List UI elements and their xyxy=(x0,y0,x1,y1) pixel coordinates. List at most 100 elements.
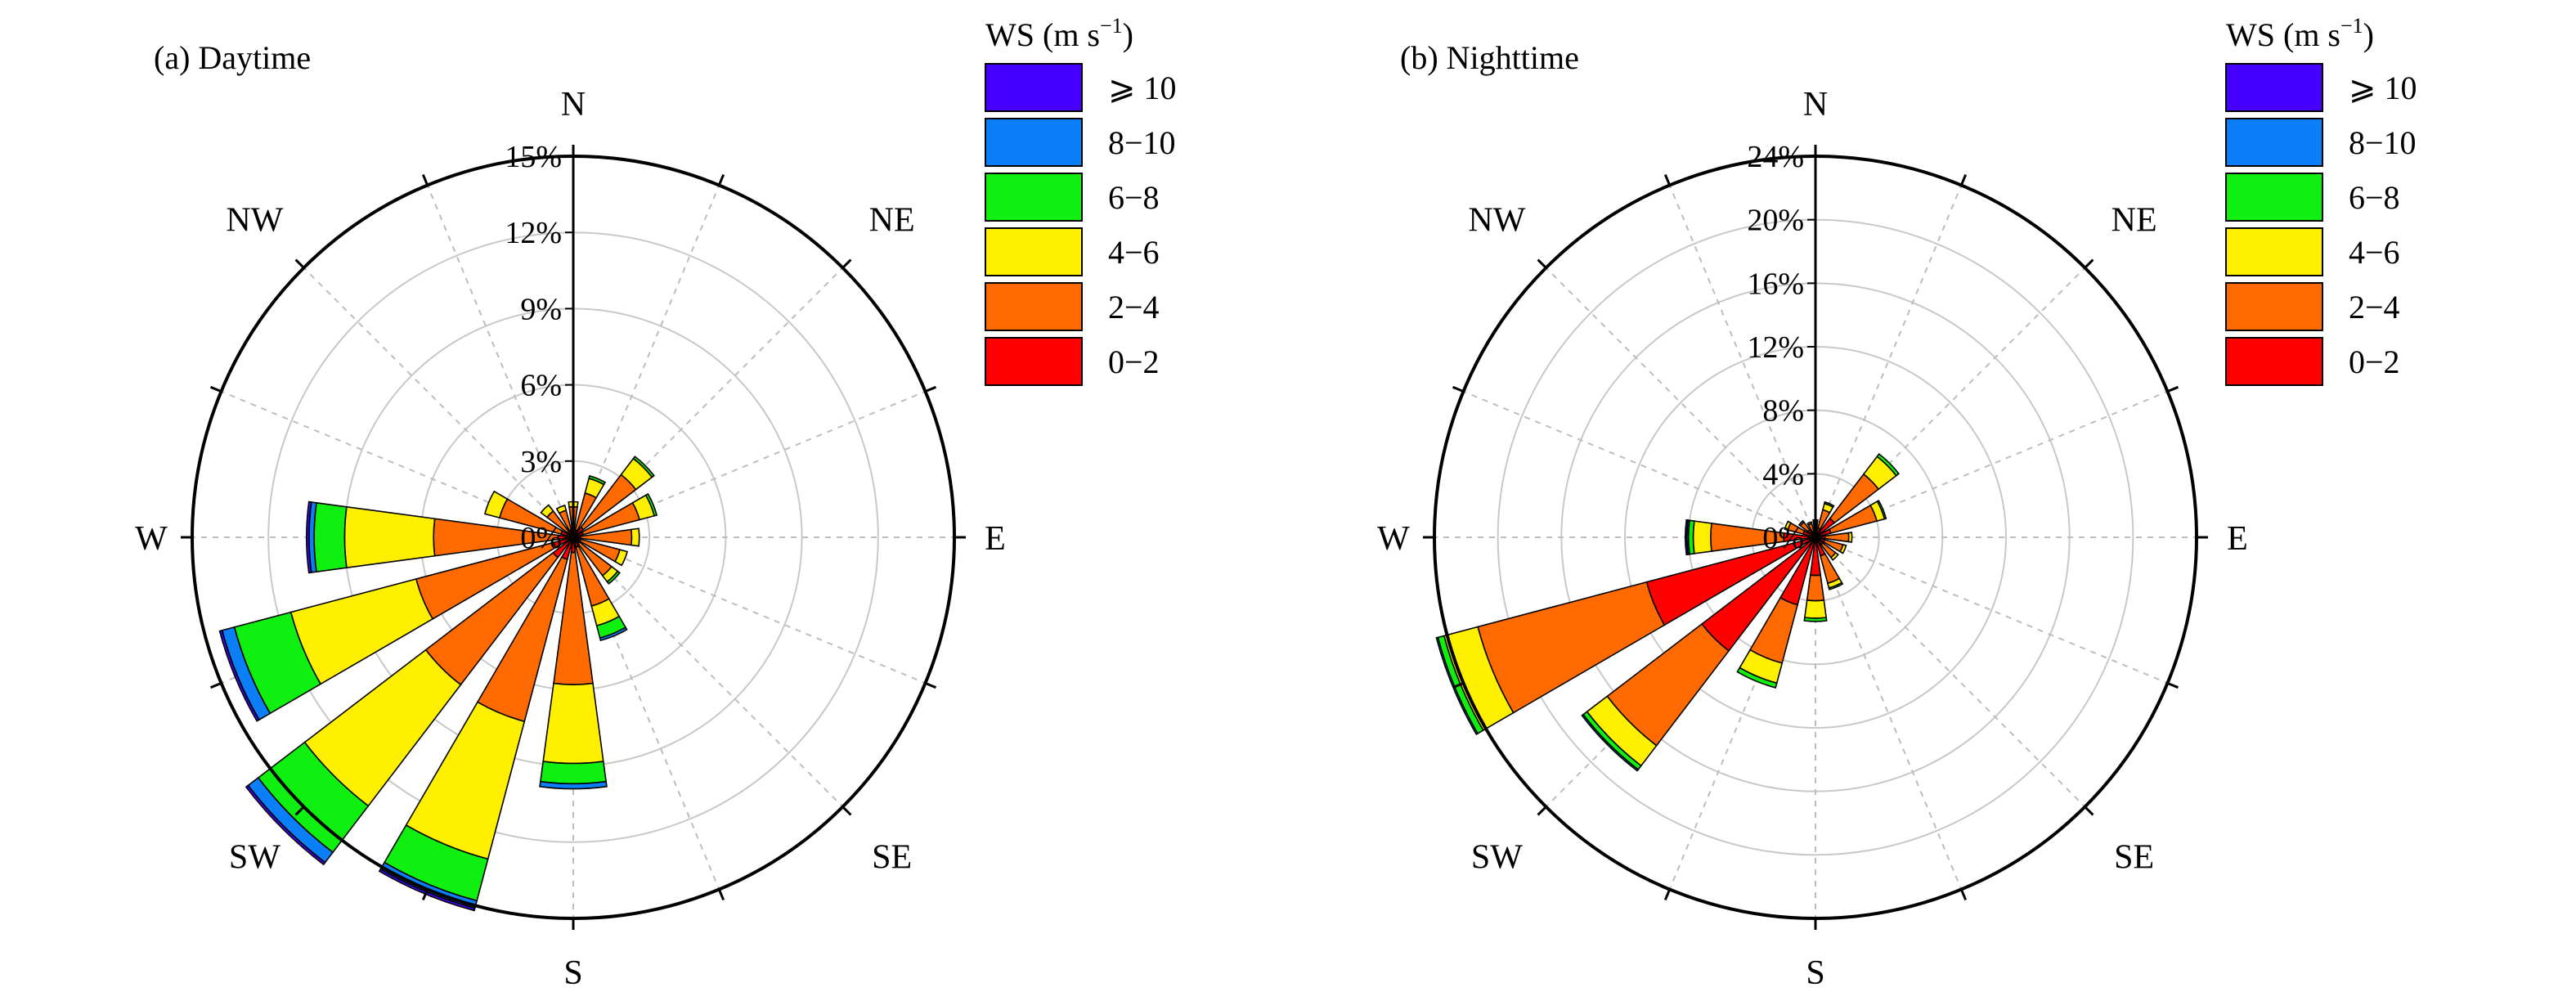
legend-title-superscript: −1 xyxy=(1100,14,1123,38)
bar-W-2 xyxy=(343,505,436,569)
legend-swatch xyxy=(985,118,1083,167)
bar-WSW-5 xyxy=(218,629,260,722)
radial-tick-label: 12% xyxy=(505,216,562,250)
bar-S-4 xyxy=(539,780,608,790)
legend-swatch xyxy=(985,173,1083,222)
legend-title-close: ) xyxy=(1123,16,1133,53)
compass-label-N: N xyxy=(561,86,586,123)
daytime-legend: WS (m s−1) ⩾ 10 8−10 6−8 4−6 2−4 0−2 xyxy=(985,14,1177,386)
bar-NE-3 xyxy=(632,456,655,478)
outer-tick xyxy=(421,888,429,901)
bar-ENE-3 xyxy=(644,492,658,517)
outer-tick xyxy=(1663,888,1672,901)
legend-label: 6−8 xyxy=(2349,179,2400,216)
grid-spoke xyxy=(1815,185,1963,538)
bar-S-1 xyxy=(1806,574,1825,602)
legend-label: 4−6 xyxy=(2349,234,2400,271)
compass-label-NW: NW xyxy=(1468,201,1525,239)
outer-tick xyxy=(421,173,429,186)
bar-S-2 xyxy=(1803,599,1828,619)
radial-tick-label: 20% xyxy=(1747,204,1804,238)
legend-title-text: WS (m s xyxy=(985,16,1100,53)
bar-W-3 xyxy=(313,501,348,573)
radial-tick-label: 9% xyxy=(520,292,562,326)
legend-title: WS (m s−1) xyxy=(2226,14,2374,53)
legend-label: 8−10 xyxy=(2349,124,2417,161)
bar-E-2 xyxy=(1847,532,1853,543)
legend-swatch xyxy=(2225,227,2323,276)
compass-label-S: S xyxy=(563,954,582,992)
radial-tick-label: 12% xyxy=(1747,330,1804,365)
legend-title-close: ) xyxy=(2363,16,2374,53)
legend-label: ⩾ 10 xyxy=(1108,70,1177,106)
compass-label-SE: SE xyxy=(872,839,912,877)
compass-label-W: W xyxy=(1377,520,1410,558)
legend-swatch xyxy=(2225,173,2323,222)
compass-label-SW: SW xyxy=(1471,839,1523,877)
panel-title: (a) Daytime xyxy=(154,39,311,76)
compass-label-NE: NE xyxy=(2112,201,2157,239)
bar-WNW-2 xyxy=(483,490,509,519)
radial-tick-label: 8% xyxy=(1762,394,1804,429)
legend-label: 0−2 xyxy=(2349,343,2400,380)
bar-SSW-5 xyxy=(378,868,476,912)
compass-label-SE: SE xyxy=(2114,839,2154,877)
bar-SSE-3 xyxy=(1828,581,1844,590)
bar-W-5 xyxy=(1685,518,1690,556)
outer-tick xyxy=(924,385,937,393)
bar-ESE-2 xyxy=(613,549,629,567)
legend-swatch xyxy=(985,63,1083,112)
legend-label: 2−4 xyxy=(1108,289,1160,325)
bar-NW-2 xyxy=(540,504,554,518)
legend-label: 2−4 xyxy=(2349,289,2400,325)
bar-ENE-3 xyxy=(1876,500,1887,520)
bar-W-2 xyxy=(1692,520,1712,554)
outer-tick xyxy=(1537,806,1547,816)
bar-NW-2 xyxy=(1797,519,1805,527)
outer-tick xyxy=(2166,681,2179,689)
compass-label-N: N xyxy=(1803,86,1828,123)
legend-swatch xyxy=(985,227,1083,276)
bar-SE-2 xyxy=(1829,551,1839,561)
legend-swatch xyxy=(2225,282,2323,331)
bar-S-3 xyxy=(539,761,608,785)
compass-label-SW: SW xyxy=(229,839,280,877)
legend-swatch xyxy=(2225,118,2323,167)
outer-tick xyxy=(209,681,222,689)
compass-label-E: E xyxy=(985,520,1006,558)
nighttime-windrose: (b) Nighttime0%4%8%12%16%20%24%NNEESESSW… xyxy=(1377,39,2248,992)
radial-tick-label: 0% xyxy=(520,521,562,555)
bar-NNE-3 xyxy=(588,474,607,486)
nighttime-legend: WS (m s−1) ⩾ 10 8−10 6−8 4−6 2−4 0−2 xyxy=(2225,14,2417,386)
compass-label-E: E xyxy=(2227,520,2248,558)
legend-swatch xyxy=(2225,337,2323,386)
radial-tick-label: 6% xyxy=(520,369,562,403)
outer-tick xyxy=(1537,258,1547,269)
outer-tick xyxy=(1663,173,1672,186)
outer-tick xyxy=(1452,681,1465,689)
outer-tick xyxy=(841,806,852,816)
legend-swatch xyxy=(985,282,1083,331)
panel-title: (b) Nighttime xyxy=(1400,39,1579,76)
bar-NE-3 xyxy=(1876,453,1900,477)
bar-NNW-2 xyxy=(555,504,568,514)
legend-swatch xyxy=(985,337,1083,386)
legend-swatch xyxy=(2225,63,2323,112)
bar-NNW-2 xyxy=(1806,521,1813,526)
legend-title-text: WS (m s xyxy=(2226,16,2340,53)
bar-WNW-2 xyxy=(1784,520,1792,532)
radial-tick-label: 3% xyxy=(520,445,562,479)
outer-tick xyxy=(841,258,852,269)
bar-SE-3 xyxy=(606,570,621,585)
legend-label: ⩾ 10 xyxy=(2349,70,2417,106)
outer-tick xyxy=(209,385,222,393)
legend-title: WS (m s−1) xyxy=(985,14,1133,53)
outer-tick xyxy=(294,806,305,816)
compass-label-W: W xyxy=(135,520,168,558)
outer-tick xyxy=(1452,385,1465,393)
outer-tick xyxy=(1959,888,1968,901)
outer-tick xyxy=(2084,806,2094,816)
bar-S-3 xyxy=(1803,617,1828,622)
